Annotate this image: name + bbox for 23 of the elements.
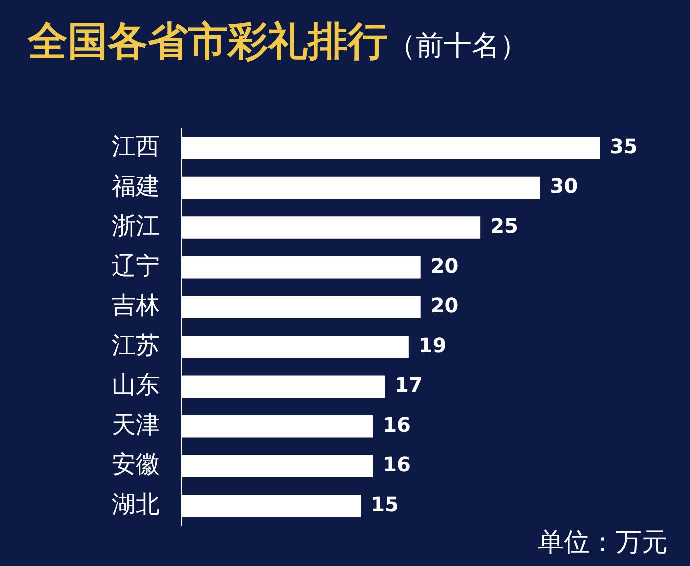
- y-tick-label: 辽宁: [112, 252, 160, 280]
- data-label: 19: [418, 333, 447, 358]
- y-tick-label: 福建: [112, 172, 160, 200]
- text: 单位：万元: [538, 527, 668, 560]
- y-tick-label: 吉林: [112, 292, 160, 320]
- y-tick-label: 安徽: [112, 450, 160, 479]
- data-label: 35: [610, 134, 638, 158]
- y-tick-label: 湖北: [112, 490, 160, 518]
- data-label: 17: [395, 373, 423, 398]
- data-label: 20: [430, 294, 459, 318]
- data-label: 15: [371, 492, 399, 516]
- data-label: 25: [490, 214, 518, 238]
- y-tick-label: 天津: [112, 410, 160, 439]
- y-tick-label: 山东: [112, 371, 160, 400]
- y-tick-label: 江苏: [112, 331, 160, 360]
- chart-title: 全国各省市彩礼排行: [28, 19, 388, 65]
- data-label: 30: [550, 174, 578, 198]
- y-tick-label: 浙江: [112, 212, 160, 240]
- data-label: 16: [383, 452, 411, 477]
- y-tick-label: 江西: [112, 132, 160, 161]
- data-label: 16: [383, 412, 411, 437]
- data-label: 20: [430, 254, 459, 278]
- chart-subtitle: （前十名）: [388, 29, 528, 62]
